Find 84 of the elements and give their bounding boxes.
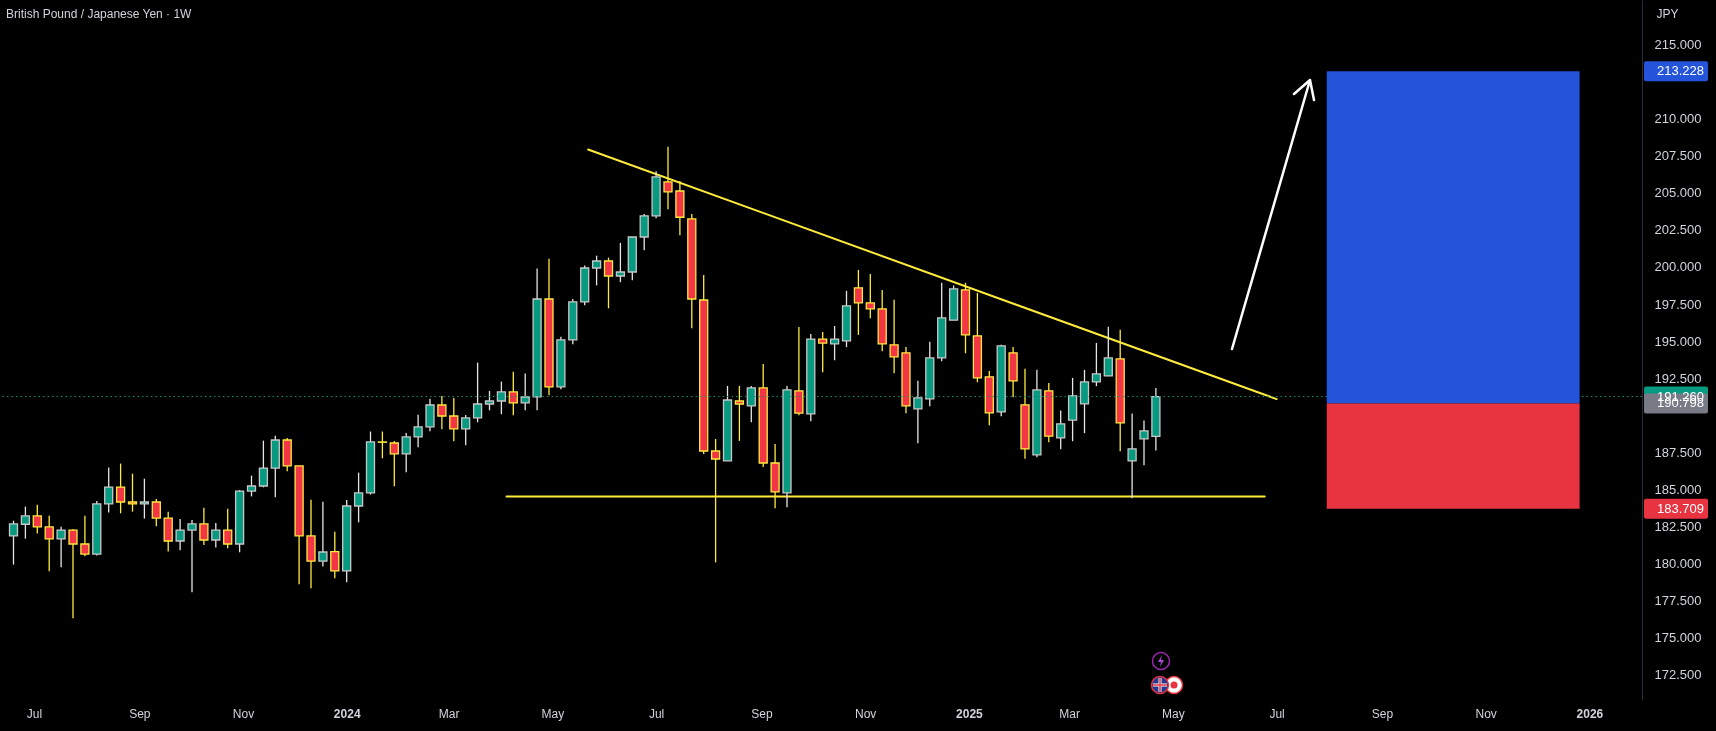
candlestick	[163, 511, 173, 553]
x-tick-label: Nov	[855, 706, 877, 721]
candlestick	[401, 432, 411, 473]
candlestick	[223, 508, 233, 549]
candlestick	[8, 520, 19, 566]
candlestick	[615, 242, 626, 283]
candlestick	[508, 371, 518, 416]
x-tick-label: 2026	[1576, 706, 1604, 721]
y-tick-label: 180.000	[1654, 556, 1702, 572]
candlestick	[1139, 419, 1149, 466]
candlestick	[175, 518, 185, 552]
y-tick-label: 205.000	[1654, 185, 1702, 201]
candlestick	[425, 397, 435, 432]
candlestick	[449, 397, 459, 443]
candlestick	[1056, 409, 1066, 450]
candlestick	[1103, 326, 1113, 377]
x-tick-label: Nov	[232, 706, 255, 721]
y-tick-label: 215.000	[1654, 36, 1702, 52]
candlestick	[20, 505, 31, 540]
candlestick	[258, 439, 269, 488]
candlestick	[818, 331, 828, 373]
x-tick-label: Jul	[648, 706, 665, 721]
candlestick	[734, 385, 745, 442]
candlestick	[1127, 412, 1137, 499]
candlestick	[865, 273, 875, 319]
candlestick	[80, 515, 90, 557]
y-tick-label: 187.500	[1654, 444, 1702, 460]
candlestick	[794, 326, 804, 416]
candlestick	[115, 462, 126, 514]
candlestick	[389, 440, 399, 487]
y-tick-label: 207.500	[1654, 148, 1702, 164]
candlestick	[639, 213, 649, 251]
x-tick-label: Jul	[1269, 706, 1285, 721]
y-tick-label: 202.500	[1654, 222, 1702, 238]
candlestick	[377, 430, 388, 459]
candlestick	[829, 325, 840, 361]
y-tick-label: 210.000	[1654, 111, 1702, 127]
candlestick	[32, 504, 42, 535]
candlestick	[603, 256, 614, 309]
y-tick-label: 195.000	[1654, 333, 1702, 349]
y-tick-label: 182.500	[1654, 518, 1702, 534]
text: British Pound / Japanese Yen · 1W	[6, 7, 193, 21]
candlestick	[889, 299, 899, 374]
candlestick	[318, 501, 328, 568]
y-tick-label: 192.500	[1654, 370, 1702, 386]
y-tick-label: 185.000	[1654, 481, 1702, 497]
candlestick	[139, 478, 150, 520]
y-tick-label: 175.000	[1654, 630, 1702, 646]
x-tick-label: Sep	[129, 706, 151, 721]
x-tick-label: Nov	[1475, 706, 1497, 721]
candlestick	[591, 255, 602, 286]
candlestick	[330, 531, 340, 579]
x-tick-label: May	[541, 706, 565, 721]
candlestick	[151, 498, 161, 527]
candlestick	[44, 515, 54, 572]
candlestick	[127, 473, 138, 513]
x-tick-label: Sep	[751, 706, 773, 721]
candlestick	[437, 395, 447, 430]
candlestick	[246, 474, 257, 498]
x-tick-label: Sep	[1371, 706, 1394, 721]
candlestick	[1091, 342, 1102, 387]
candlestick	[461, 414, 471, 447]
y-tick-label: 172.500	[1654, 667, 1702, 683]
y-tick-label: 200.000	[1654, 259, 1702, 275]
x-tick-label: 2024	[333, 706, 361, 721]
text: 183.709	[1657, 500, 1704, 516]
x-tick-label: Jul	[26, 706, 43, 721]
candlestick	[853, 269, 864, 336]
y-tick-label: 177.500	[1654, 593, 1702, 609]
candlestick	[413, 414, 423, 448]
candlestick	[56, 525, 66, 568]
x-tick-label: 2025	[956, 706, 984, 721]
x-tick-label: Mar	[438, 706, 460, 721]
x-tick-label: Mar	[1059, 706, 1081, 721]
candlestick	[187, 519, 197, 593]
candlestick	[199, 507, 209, 546]
x-tick-label: May	[1162, 706, 1185, 721]
y-axis-title: JPY	[1656, 6, 1679, 21]
text: 213.228	[1657, 63, 1704, 79]
candlestick	[104, 466, 114, 514]
candlestick	[211, 522, 221, 549]
candlestick	[353, 472, 364, 523]
candlestick	[68, 528, 78, 619]
y-tick-label: 197.500	[1654, 296, 1702, 312]
